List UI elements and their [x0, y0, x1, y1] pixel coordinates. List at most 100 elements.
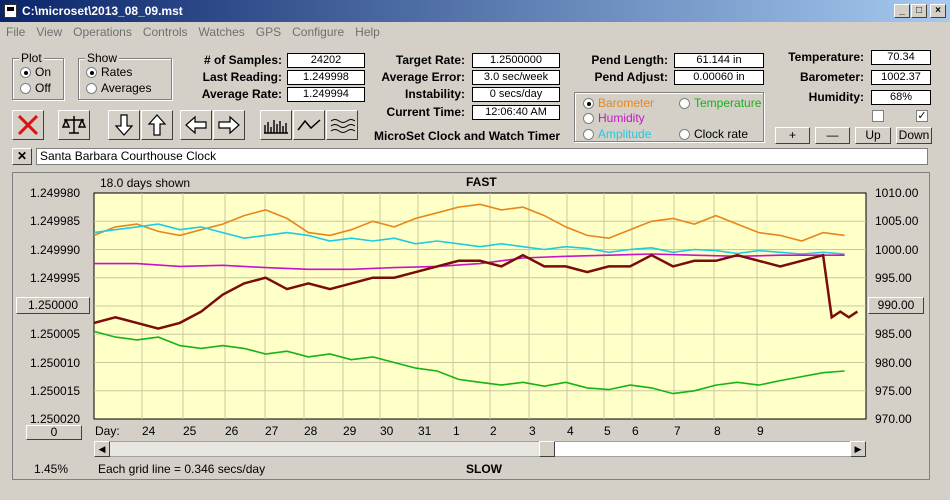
reset-x-button[interactable]: 0: [26, 425, 82, 440]
show-averages-radio[interactable]: Averages: [86, 81, 151, 95]
scale-balance-icon: [61, 116, 87, 134]
right-tick-label: 1005.00: [875, 214, 919, 229]
chart-title: FAST: [466, 175, 497, 189]
scroll-track[interactable]: [555, 442, 851, 456]
sensor-temperature-radio[interactable]: Temperature: [679, 96, 761, 110]
menu-view[interactable]: View: [36, 25, 63, 39]
move-left-button[interactable]: [180, 110, 212, 140]
menu-file[interactable]: File: [6, 25, 26, 39]
line-mode-button[interactable]: [293, 110, 325, 140]
scale-plus-button[interactable]: +: [775, 127, 810, 144]
wave-mode-button[interactable]: [326, 110, 358, 140]
balance-button[interactable]: [58, 110, 90, 140]
day-tick-label: 28: [304, 424, 318, 438]
current-time-label: Current Time:: [386, 105, 465, 119]
plot-group-label: Plot: [19, 51, 44, 65]
day-tick-label: 25: [183, 424, 197, 438]
left-tick-label: 1.250020: [30, 412, 81, 426]
chart-bottom-label: SLOW: [466, 462, 502, 476]
menu-configure[interactable]: Configure: [292, 25, 345, 39]
scroll-thumb[interactable]: [539, 441, 555, 457]
window-title: C:\microset\2013_08_09.mst: [22, 4, 183, 18]
scale-down-button[interactable]: Down: [896, 127, 932, 144]
move-down-button[interactable]: [108, 110, 140, 140]
menu-gps[interactable]: GPS: [255, 25, 282, 39]
left-tick-label: 1.250005: [30, 327, 81, 342]
day-tick-label: 8: [714, 424, 721, 438]
menu-help[interactable]: Help: [355, 25, 380, 39]
wave-lines-icon: [330, 119, 355, 133]
radio-off-icon: [86, 82, 97, 94]
clock-name-field[interactable]: Santa Barbara Courthouse Clock: [36, 148, 928, 165]
last-reading-value: 1.249998: [287, 70, 365, 85]
target-rate-value: 1.2500000: [472, 53, 560, 68]
series-line: [93, 223, 845, 255]
left-tick-label: 1.249995: [30, 270, 81, 285]
right-tick-label: 1010.00: [875, 186, 919, 200]
scale-minus-button[interactable]: —: [815, 127, 850, 144]
day-tick-label: 26: [225, 424, 239, 438]
checkbox-1[interactable]: [872, 110, 884, 122]
sensor-clockrate-radio[interactable]: Clock rate: [679, 127, 748, 141]
day-tick-label: 2: [490, 424, 497, 438]
pend-adjust-value: 0.00060 in: [674, 70, 764, 85]
day-tick-label: 24: [142, 424, 156, 438]
day-tick-label: 29: [343, 424, 357, 438]
sensor-barometer-radio[interactable]: Barometer: [583, 96, 654, 110]
series-line: [93, 203, 845, 242]
sensor-select-group: Barometer Temperature Humidity Amplitude…: [574, 92, 764, 142]
scroll-right-arrow-icon[interactable]: ▶: [850, 441, 866, 457]
arrow-up-icon: [147, 114, 167, 136]
arrow-down-icon: [114, 114, 134, 136]
move-up-button[interactable]: [141, 110, 173, 140]
samples-label: # of Samples:: [203, 53, 282, 67]
maximize-button[interactable]: □: [911, 4, 927, 18]
sensor-humidity-radio[interactable]: Humidity: [583, 111, 645, 125]
day-tick-label: 7: [674, 424, 681, 438]
bar-mode-button[interactable]: [260, 110, 292, 140]
bar-graph-icon: [264, 120, 288, 134]
grid-note-label: Each grid line = 0.346 secs/day: [98, 462, 266, 476]
close-button[interactable]: ×: [930, 4, 946, 18]
show-group: Show Rates Averages: [78, 51, 172, 100]
move-right-button[interactable]: [213, 110, 245, 140]
sensor-temperature-label: Temperature: [694, 96, 762, 110]
menu-bar: File View Operations Controls Watches GPS Conf…: [0, 22, 950, 42]
plot-on-radio[interactable]: On: [20, 65, 51, 79]
menu-operations[interactable]: Operations: [73, 25, 132, 39]
close-clock-button[interactable]: ✕: [12, 148, 32, 165]
horizontal-scrollbar[interactable]: ◀ ▶: [94, 441, 866, 457]
plot-off-radio[interactable]: Off: [20, 81, 51, 95]
current-time-value: 12:06:40 AM: [472, 105, 560, 120]
average-error-label: Average Error:: [381, 70, 465, 84]
right-center-button[interactable]: 990.00: [868, 297, 924, 314]
scroll-left-arrow-icon[interactable]: ◀: [94, 441, 110, 457]
day-tick-label: 6: [632, 424, 639, 438]
minimize-button[interactable]: _: [894, 4, 910, 18]
show-rates-radio[interactable]: Rates: [86, 65, 132, 79]
app-name-label: MicroSet Clock and Watch Timer: [374, 129, 561, 143]
day-tick-label: 5: [604, 424, 611, 438]
radio-on-icon: [583, 97, 594, 109]
app-icon: [4, 4, 17, 18]
sensor-amplitude-label: Amplitude: [598, 127, 652, 141]
menu-controls[interactable]: Controls: [142, 25, 188, 39]
target-rate-label: Target Rate:: [395, 53, 465, 67]
sensor-amplitude-radio[interactable]: Amplitude: [583, 127, 651, 141]
radio-off-icon: [583, 128, 594, 140]
left-center-button[interactable]: 1.250000: [16, 297, 90, 314]
pend-length-label: Pend Length:: [591, 53, 668, 67]
humidity-value: 68%: [871, 90, 931, 105]
days-shown-label: 18.0 days shown: [100, 176, 191, 190]
menu-watches[interactable]: Watches: [198, 25, 245, 39]
instability-label: Instability:: [404, 87, 465, 101]
average-rate-value: 1.249994: [287, 87, 365, 102]
clear-button[interactable]: [12, 110, 44, 140]
checkbox-2[interactable]: ✓: [916, 110, 928, 122]
scale-up-button[interactable]: Up: [855, 127, 891, 144]
left-tick-label: 1.250010: [30, 355, 81, 370]
pend-length-value: 61.144 in: [674, 53, 764, 68]
left-tick-label: 1.249985: [30, 214, 81, 229]
day-tick-label: 4: [567, 424, 574, 438]
